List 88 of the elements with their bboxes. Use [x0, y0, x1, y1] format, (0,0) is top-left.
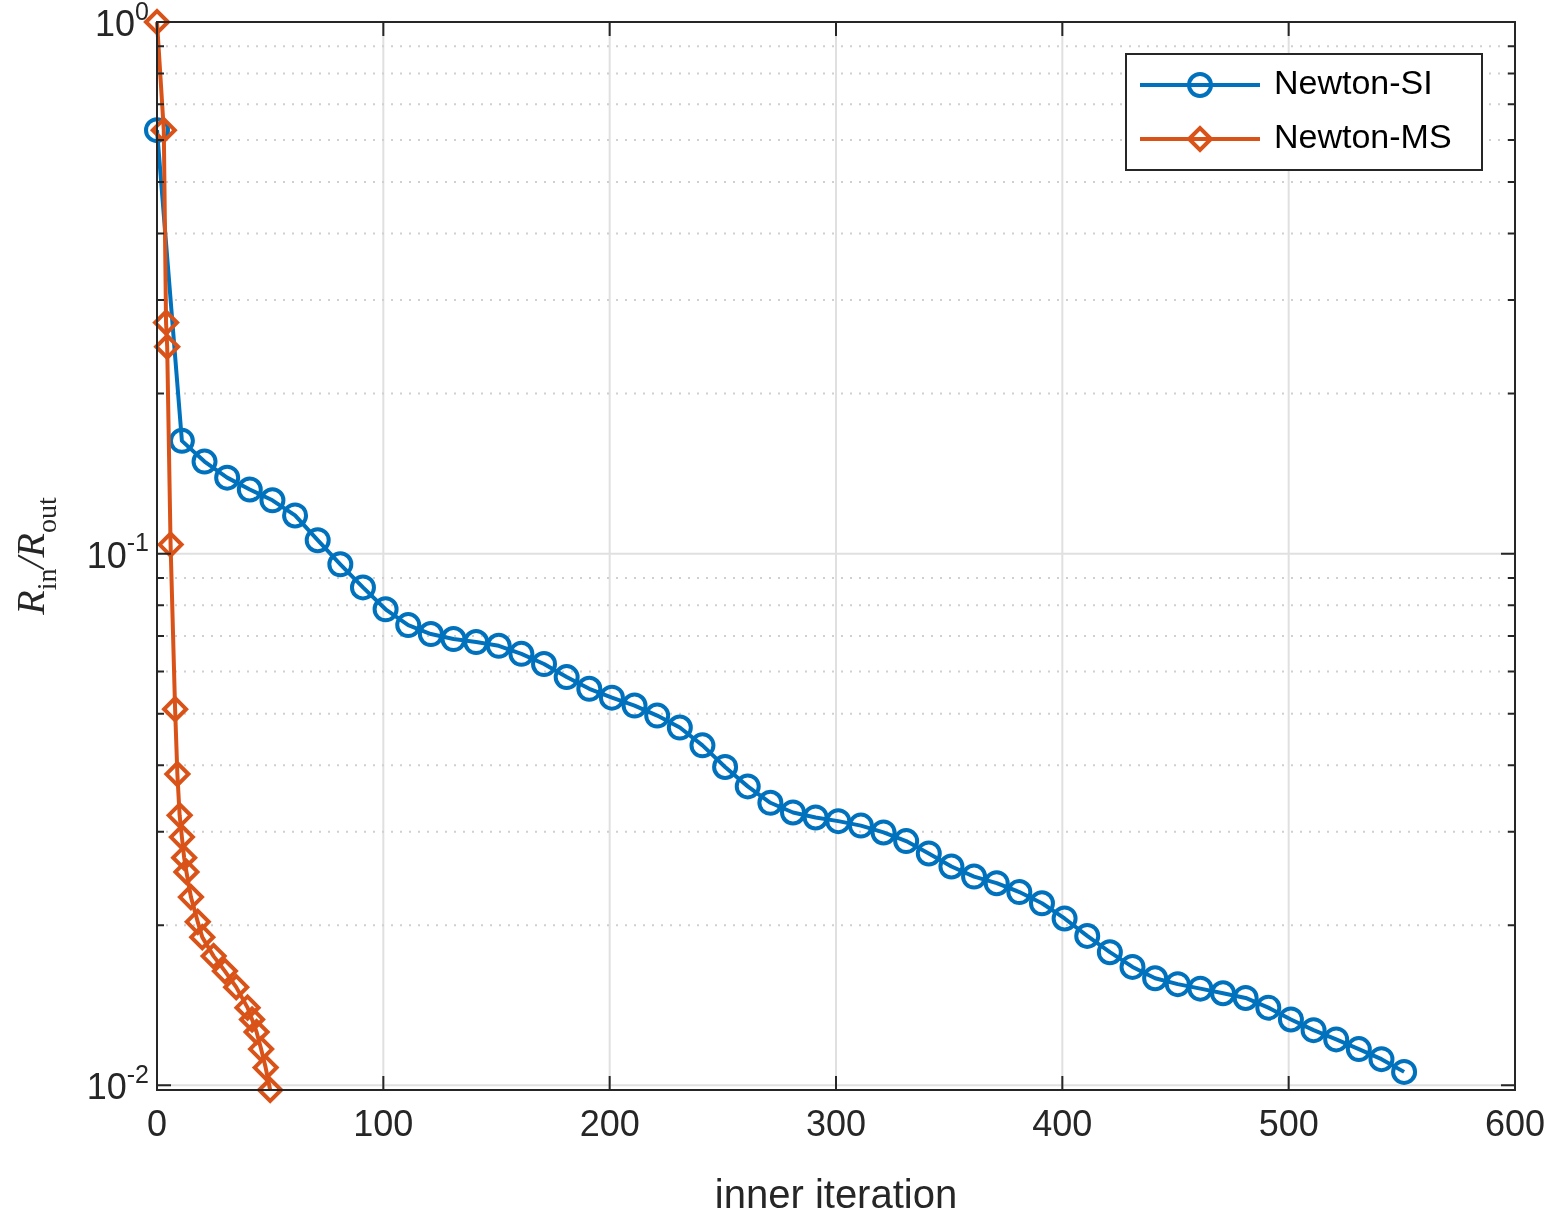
point: [938, 853, 965, 880]
point: [164, 761, 191, 788]
point: [327, 551, 354, 578]
point: [153, 309, 180, 336]
point: [168, 427, 195, 454]
point: [1300, 1017, 1327, 1044]
point: [825, 808, 852, 835]
point: [983, 870, 1010, 897]
point: [177, 884, 204, 911]
point: [961, 863, 988, 890]
point: [257, 1077, 284, 1103]
point: [485, 632, 512, 659]
point: [282, 502, 309, 529]
point: [1323, 1026, 1350, 1053]
point: [150, 117, 177, 144]
point: [1277, 1006, 1304, 1033]
point: [162, 696, 189, 723]
point: [440, 626, 467, 653]
point: [644, 702, 671, 729]
point: [214, 464, 241, 491]
x-axis-title: inner iteration: [714, 1172, 958, 1214]
point: [802, 804, 829, 831]
point: [223, 974, 250, 1001]
point: [154, 333, 181, 360]
point: [259, 487, 286, 514]
legend-label: Newton-SI: [1274, 63, 1433, 102]
point: [598, 684, 625, 711]
point: [417, 621, 444, 648]
point: [236, 476, 263, 503]
point: [1119, 953, 1146, 980]
point: [248, 1036, 275, 1063]
point: [1164, 971, 1191, 998]
point: [870, 819, 897, 846]
point: [576, 675, 603, 702]
point: [757, 789, 784, 816]
point: [666, 714, 693, 741]
point: [1028, 890, 1055, 917]
legend-label: Newton-MS: [1274, 117, 1452, 156]
point: [184, 908, 211, 935]
point: [349, 574, 376, 601]
point: [712, 753, 739, 780]
x-tick-label: 500: [1258, 1103, 1319, 1144]
point: [553, 664, 580, 691]
x-tick-label: 600: [1484, 1103, 1546, 1144]
point: [1096, 939, 1123, 966]
point: [157, 531, 184, 558]
point: [166, 802, 193, 829]
point: [171, 844, 198, 871]
point: [734, 773, 761, 800]
point: [234, 994, 261, 1021]
point: [508, 640, 535, 667]
point: [1368, 1046, 1395, 1073]
point: [621, 692, 648, 719]
point: [893, 828, 920, 855]
y-axis-title: Rin/Rout: [8, 497, 62, 616]
point: [1232, 984, 1259, 1011]
point: [1051, 905, 1078, 932]
point: [168, 824, 195, 851]
point: [191, 448, 218, 475]
point: [252, 1054, 279, 1081]
point: [847, 812, 874, 839]
point: [531, 651, 558, 678]
point: [243, 1018, 270, 1045]
point: [1210, 980, 1237, 1007]
point: [395, 612, 422, 639]
x-tick-label: 200: [579, 1103, 640, 1144]
point: [304, 527, 331, 554]
point: [211, 958, 238, 985]
point: [1255, 994, 1282, 1021]
point: [200, 943, 227, 970]
point: [1187, 975, 1214, 1002]
point: [915, 840, 942, 867]
point: [173, 858, 200, 885]
point: [189, 924, 216, 951]
point: [1006, 879, 1033, 906]
point: [239, 1006, 266, 1033]
point: [780, 799, 806, 826]
point: [463, 629, 490, 656]
point: [1345, 1036, 1372, 1063]
x-tick-label: 400: [1032, 1103, 1093, 1144]
point: [1142, 965, 1169, 992]
x-tick-label: 100: [353, 1103, 414, 1144]
point: [372, 596, 399, 623]
point: [689, 732, 716, 759]
x-tick-label: 0: [146, 1103, 168, 1144]
x-tick-label: 300: [805, 1103, 867, 1144]
point: [1391, 1058, 1418, 1085]
point: [1074, 922, 1101, 949]
